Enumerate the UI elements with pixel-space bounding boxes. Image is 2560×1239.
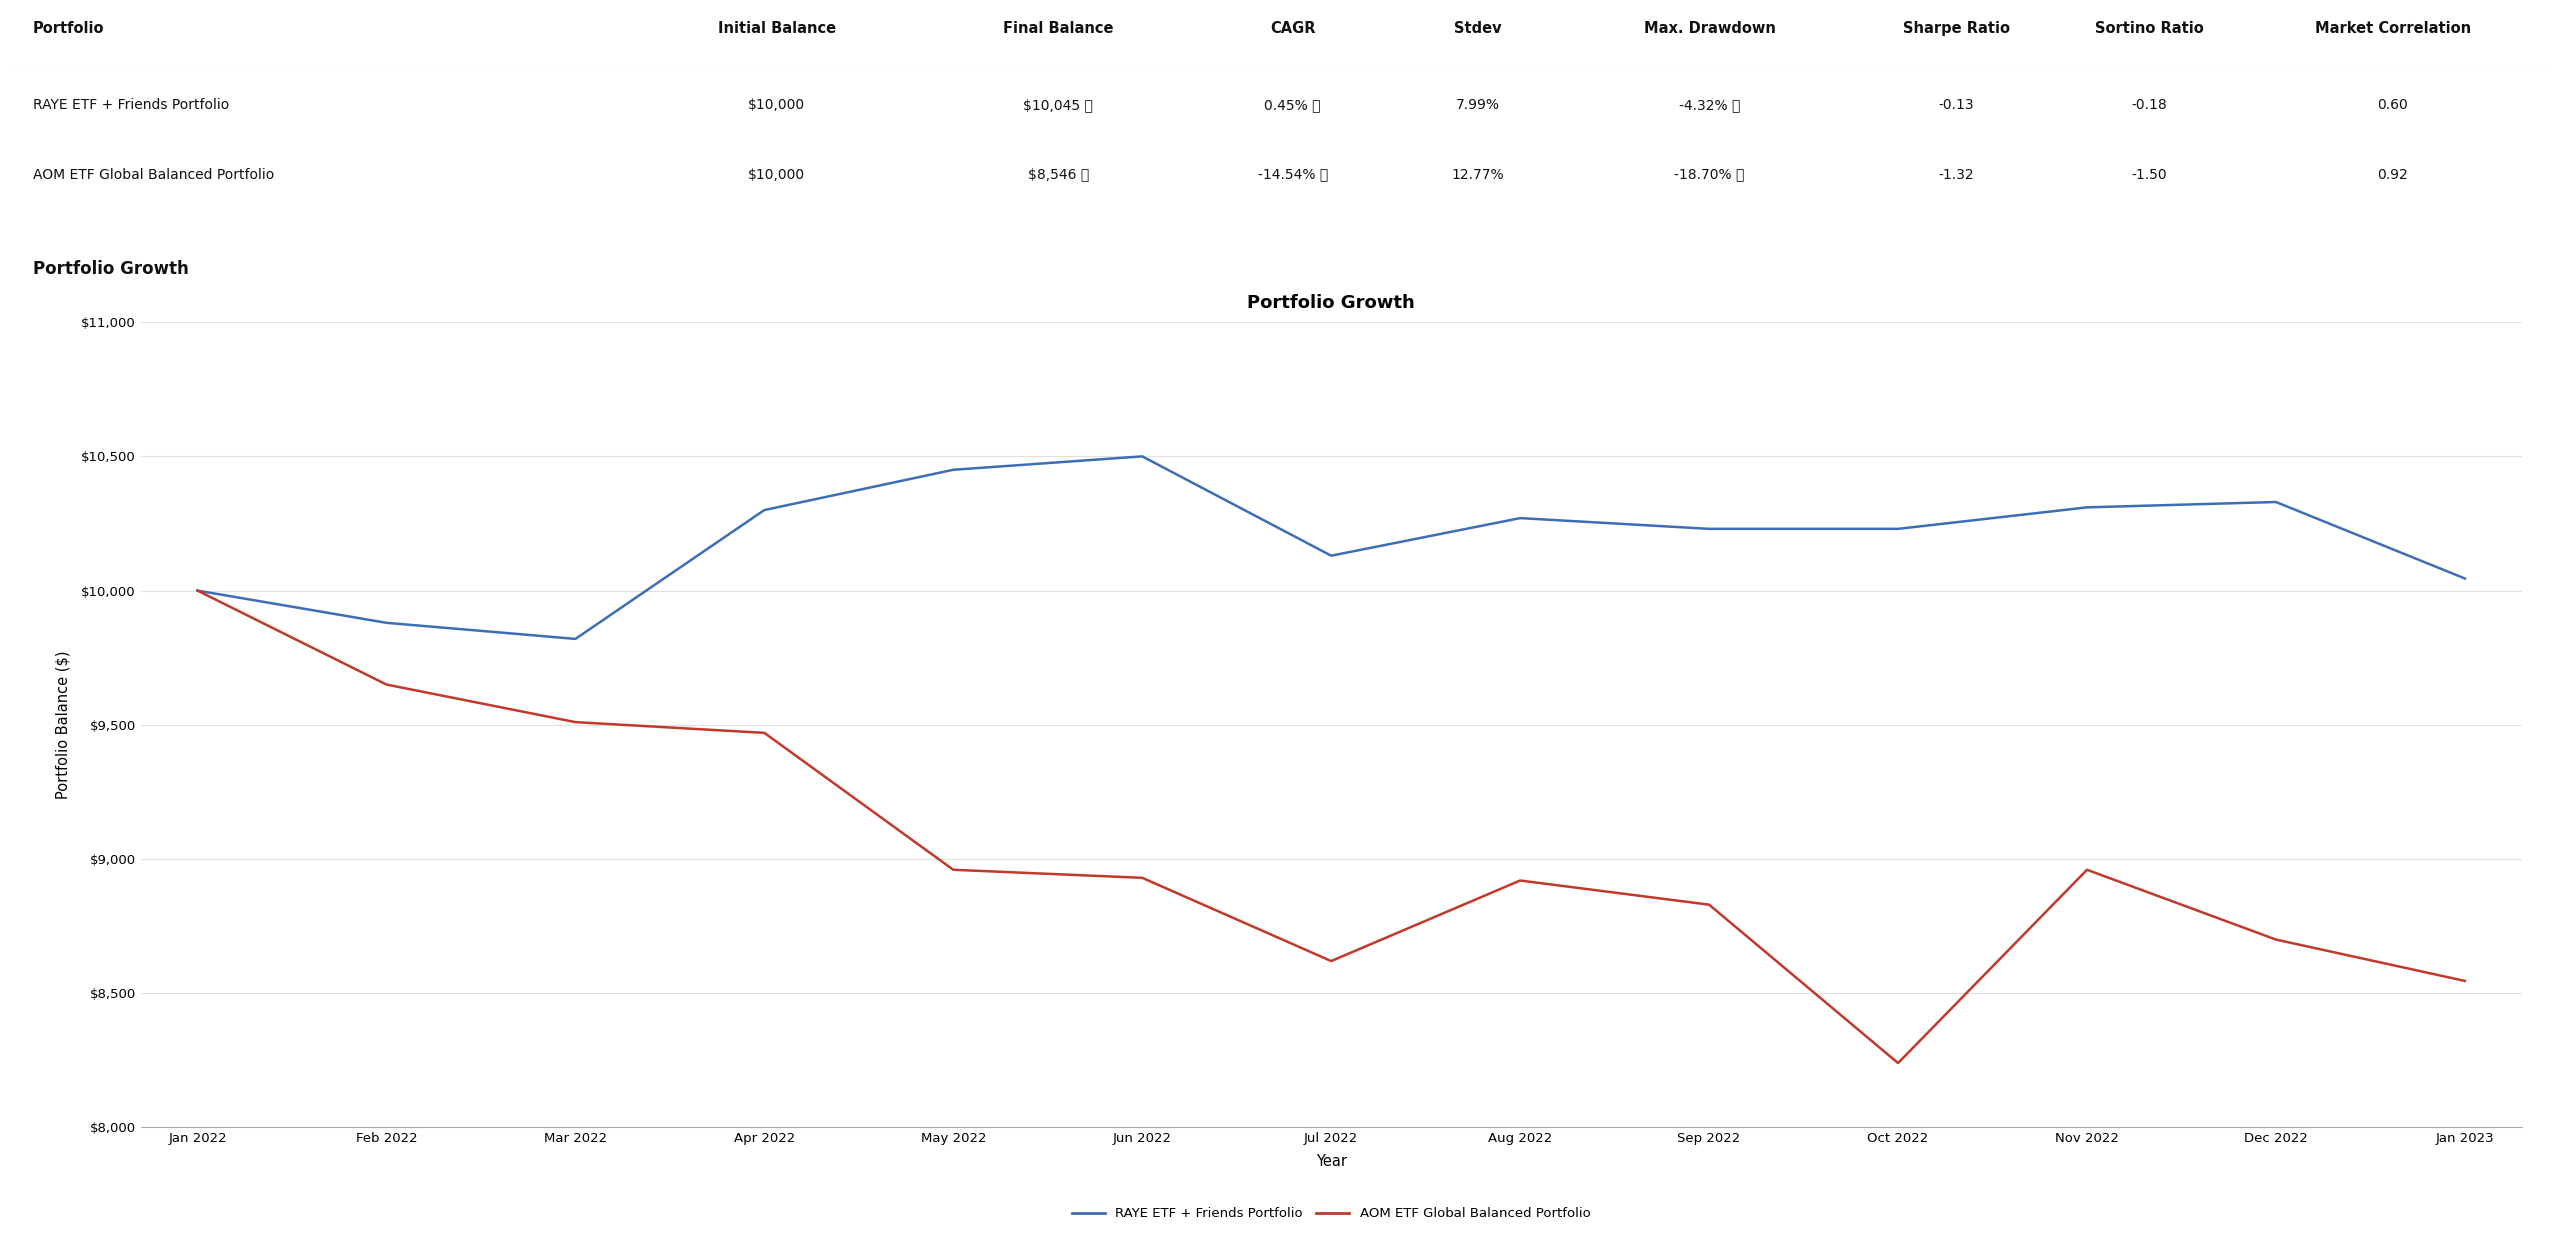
Text: $8,546 ⓘ: $8,546 ⓘ bbox=[1027, 167, 1088, 182]
Text: -0.18: -0.18 bbox=[2132, 98, 2168, 113]
Text: RAYE ETF + Friends Portfolio: RAYE ETF + Friends Portfolio bbox=[33, 98, 230, 113]
Text: -4.32% ⓘ: -4.32% ⓘ bbox=[1679, 98, 1741, 113]
Text: Portfolio: Portfolio bbox=[33, 21, 105, 36]
Text: Initial Balance: Initial Balance bbox=[717, 21, 837, 36]
Text: 0.92: 0.92 bbox=[2378, 167, 2409, 182]
Text: 12.77%: 12.77% bbox=[1452, 167, 1503, 182]
Text: Stdev: Stdev bbox=[1454, 21, 1503, 36]
Text: -1.50: -1.50 bbox=[2132, 167, 2168, 182]
Text: Market Correlation: Market Correlation bbox=[2314, 21, 2470, 36]
Text: -14.54% ⓘ: -14.54% ⓘ bbox=[1257, 167, 1329, 182]
Text: CAGR: CAGR bbox=[1270, 21, 1316, 36]
Text: AOM ETF Global Balanced Portfolio: AOM ETF Global Balanced Portfolio bbox=[33, 167, 274, 182]
Text: Portfolio Growth: Portfolio Growth bbox=[33, 260, 189, 279]
Text: -0.13: -0.13 bbox=[1938, 98, 1974, 113]
Text: Max. Drawdown: Max. Drawdown bbox=[1644, 21, 1777, 36]
Text: -18.70% ⓘ: -18.70% ⓘ bbox=[1674, 167, 1746, 182]
Text: 0.45% ⓘ: 0.45% ⓘ bbox=[1265, 98, 1321, 113]
Text: $10,000: $10,000 bbox=[748, 167, 806, 182]
Text: $10,000: $10,000 bbox=[748, 98, 806, 113]
Y-axis label: Portfolio Balance ($): Portfolio Balance ($) bbox=[56, 650, 69, 799]
Text: 7.99%: 7.99% bbox=[1457, 98, 1500, 113]
X-axis label: Year: Year bbox=[1316, 1154, 1347, 1168]
Text: -1.32: -1.32 bbox=[1938, 167, 1974, 182]
Text: Final Balance: Final Balance bbox=[1004, 21, 1114, 36]
Text: $10,045 ⓘ: $10,045 ⓘ bbox=[1024, 98, 1093, 113]
Title: Portfolio Growth: Portfolio Growth bbox=[1247, 294, 1416, 312]
Text: Sharpe Ratio: Sharpe Ratio bbox=[1902, 21, 2010, 36]
Legend: RAYE ETF + Friends Portfolio, AOM ETF Global Balanced Portfolio: RAYE ETF + Friends Portfolio, AOM ETF Gl… bbox=[1068, 1202, 1595, 1225]
Text: Sortino Ratio: Sortino Ratio bbox=[2094, 21, 2204, 36]
Text: 0.60: 0.60 bbox=[2378, 98, 2409, 113]
